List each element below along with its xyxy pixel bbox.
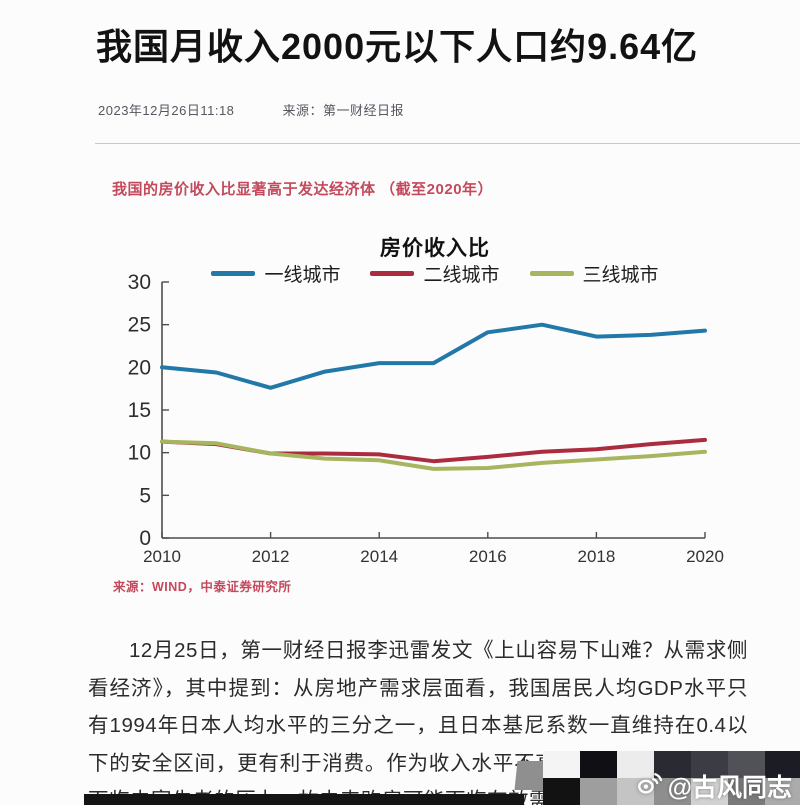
article-meta: 2023年12月26日11:18 来源：第一财经日报 <box>98 100 404 119</box>
svg-text:5: 5 <box>139 484 151 507</box>
figure-caption: 我国的房价收入比显著高于发达经济体 （截至2020年） <box>112 181 494 198</box>
censor-cell <box>728 751 765 778</box>
svg-text:10: 10 <box>128 442 151 465</box>
watermark-handle: @古风同志 <box>667 774 792 802</box>
censor-cell <box>654 751 691 778</box>
legend-swatch <box>529 271 574 276</box>
article-source: 来源：第一财经日报 <box>282 103 405 118</box>
legend-swatch <box>211 271 256 276</box>
svg-text:2010: 2010 <box>143 547 181 566</box>
legend-label: 一线城市 <box>264 265 341 286</box>
article-date: 2023年12月26日11:18 <box>98 103 235 118</box>
legend-swatch <box>370 271 415 276</box>
censor-cell <box>580 751 617 778</box>
censor-cell <box>765 778 800 805</box>
redaction-bar <box>84 794 524 805</box>
censor-cell <box>728 778 765 805</box>
svg-text:0: 0 <box>139 527 151 550</box>
censor-cell <box>691 778 728 805</box>
svg-text:25: 25 <box>128 314 151 337</box>
svg-text:30: 30 <box>128 271 151 294</box>
article-title: 我国月收入2000元以下人口约9.64亿 <box>96 26 699 67</box>
watermark: @古风同志 <box>636 768 792 804</box>
svg-text:2016: 2016 <box>469 547 507 566</box>
header-divider <box>95 143 800 144</box>
legend-item-0: 一线城市 <box>211 260 340 287</box>
svg-text:2012: 2012 <box>252 547 290 566</box>
income-ratio-chart: 0 5 10 15 20 25 30 2010 2012 2014 2016 2018 2020 <box>128 271 724 566</box>
censor-cell <box>543 778 580 805</box>
censor-cell <box>691 751 728 778</box>
legend-label: 三线城市 <box>582 265 659 286</box>
chart-title: 房价收入比 <box>380 237 490 260</box>
censor-cell <box>765 751 800 778</box>
censor-cell <box>654 778 691 805</box>
svg-text:20: 20 <box>128 356 151 379</box>
legend-item-2: 三线城市 <box>529 260 659 287</box>
censor-cell <box>543 751 580 778</box>
svg-text:2020: 2020 <box>686 547 724 566</box>
pixelated-censor-block <box>543 751 800 805</box>
censor-cell <box>617 751 654 778</box>
svg-text:2014: 2014 <box>360 547 398 566</box>
figure-source: 来源：WIND，中泰证券研究所 <box>113 580 292 594</box>
chart-legend: 一线城市 二线城市 三线城市 <box>125 260 745 287</box>
svg-text:2018: 2018 <box>577 547 615 566</box>
svg-text:15: 15 <box>128 399 151 422</box>
legend-label: 二线城市 <box>423 265 500 286</box>
censor-cell <box>580 778 617 805</box>
weibo-icon <box>636 769 663 803</box>
legend-item-1: 二线城市 <box>370 260 500 287</box>
